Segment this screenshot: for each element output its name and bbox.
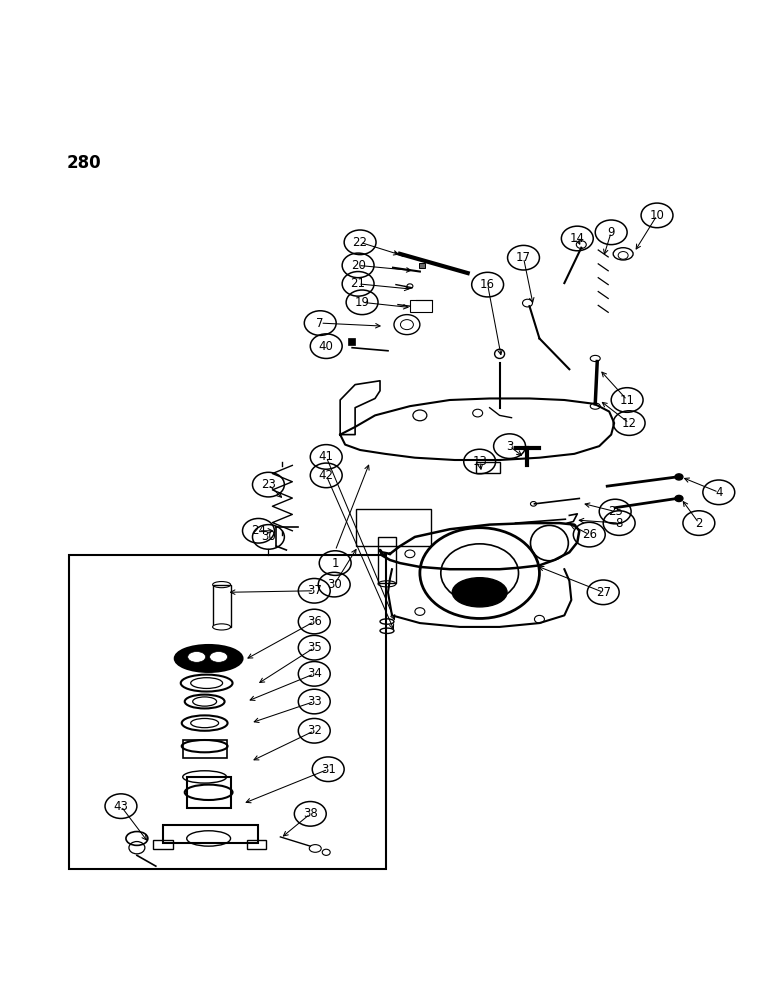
- Bar: [348, 338, 355, 345]
- Text: 35: 35: [307, 641, 322, 654]
- Text: 1: 1: [331, 557, 339, 570]
- Text: 17: 17: [516, 251, 531, 264]
- Text: 27: 27: [596, 586, 611, 599]
- Bar: [153, 840, 173, 849]
- Text: 40: 40: [319, 340, 334, 353]
- Text: 25: 25: [608, 505, 622, 518]
- Text: 22: 22: [353, 236, 367, 249]
- Ellipse shape: [212, 624, 231, 630]
- Text: 11: 11: [620, 394, 635, 407]
- Ellipse shape: [188, 652, 205, 662]
- Text: 38: 38: [303, 807, 317, 820]
- Text: 9: 9: [608, 226, 615, 239]
- Text: 21: 21: [350, 277, 366, 290]
- Text: 43: 43: [113, 800, 128, 813]
- Text: 10: 10: [649, 209, 665, 222]
- Bar: [69, 555, 386, 869]
- Bar: [183, 740, 226, 758]
- Ellipse shape: [452, 578, 507, 607]
- Text: 8: 8: [615, 517, 623, 530]
- Text: 37: 37: [306, 584, 322, 597]
- Text: 23: 23: [261, 478, 276, 491]
- Text: 34: 34: [306, 667, 322, 680]
- Bar: [187, 777, 231, 808]
- Text: 42: 42: [319, 469, 334, 482]
- Text: 2: 2: [695, 517, 703, 530]
- Ellipse shape: [675, 474, 683, 480]
- Text: 31: 31: [321, 763, 336, 776]
- Text: 20: 20: [350, 259, 365, 272]
- Text: 24: 24: [251, 524, 266, 537]
- Text: 33: 33: [307, 695, 322, 708]
- Bar: [419, 263, 425, 268]
- Text: 32: 32: [306, 724, 322, 737]
- Text: 30: 30: [327, 578, 341, 591]
- Bar: [246, 840, 266, 849]
- Text: 280: 280: [66, 154, 101, 172]
- Bar: [410, 300, 432, 312]
- Bar: [476, 462, 499, 473]
- Text: 13: 13: [472, 455, 487, 468]
- Bar: [163, 825, 259, 843]
- Text: 3: 3: [506, 440, 513, 453]
- Ellipse shape: [675, 495, 683, 502]
- Text: 41: 41: [319, 450, 334, 463]
- Text: 26: 26: [582, 528, 597, 541]
- Text: 4: 4: [715, 486, 723, 499]
- Bar: [356, 509, 431, 546]
- Bar: [212, 585, 231, 627]
- Text: 14: 14: [570, 232, 585, 245]
- Ellipse shape: [210, 652, 228, 662]
- Text: 19: 19: [354, 296, 370, 309]
- Text: 7: 7: [317, 317, 324, 330]
- Text: 30: 30: [261, 530, 276, 543]
- Text: 16: 16: [480, 278, 495, 291]
- Bar: [378, 537, 396, 583]
- Text: 12: 12: [621, 417, 637, 430]
- Ellipse shape: [174, 645, 242, 672]
- Text: 36: 36: [306, 615, 322, 628]
